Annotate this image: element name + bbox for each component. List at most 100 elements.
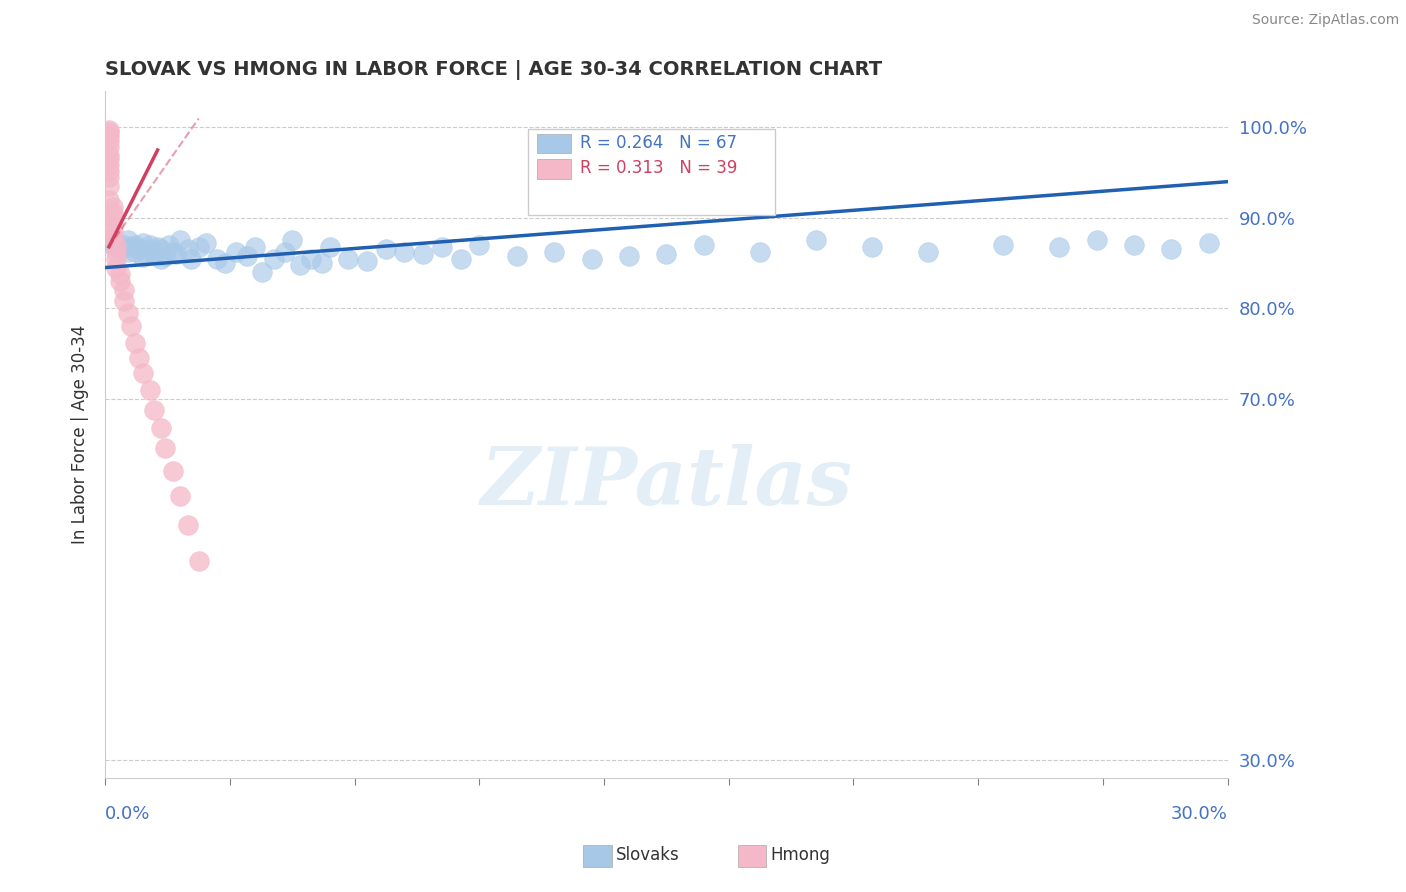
Point [299,252,322,266]
Point [1160,243,1182,257]
Point [225,245,247,260]
Point [131,367,153,381]
Text: 0.0%: 0.0% [105,805,150,823]
Point [374,243,396,257]
Point [101,238,124,252]
Point [124,245,146,260]
Point [97,164,120,178]
FancyBboxPatch shape [537,134,571,153]
Point [150,243,173,257]
Point [128,243,150,257]
Point [165,247,187,261]
Point [97,125,120,139]
Text: R = 0.313   N = 39: R = 0.313 N = 39 [579,159,737,177]
Point [105,260,128,275]
Point [214,256,236,270]
Point [105,240,128,254]
Point [655,247,678,261]
Text: Slovaks: Slovaks [616,847,679,864]
Point [101,206,124,220]
Point [117,245,139,260]
Point [1085,234,1108,248]
Point [1047,240,1070,254]
Point [112,283,135,297]
Point [288,258,311,272]
FancyBboxPatch shape [537,160,571,178]
Point [142,402,165,417]
Point [394,245,416,260]
Point [195,236,218,251]
Point [120,240,142,254]
Point [157,238,180,252]
Point [124,238,146,252]
Point [176,243,198,257]
Point [450,252,472,266]
Point [97,152,120,166]
Point [281,234,304,248]
Point [97,170,120,185]
Point [311,256,333,270]
Y-axis label: In Labor Force | Age 30-34: In Labor Force | Age 30-34 [72,326,89,544]
Point [617,249,640,263]
Text: SLOVAK VS HMONG IN LABOR FORCE | AGE 30-34 CORRELATION CHART: SLOVAK VS HMONG IN LABOR FORCE | AGE 30-… [105,60,883,79]
Point [153,249,176,263]
Point [506,249,529,263]
Point [97,158,120,172]
Point [318,240,340,254]
Point [991,238,1014,252]
Point [337,252,360,266]
Point [236,249,259,263]
Point [693,238,716,252]
Point [101,211,124,225]
Point [97,179,120,194]
Point [135,247,157,261]
Point [207,252,229,266]
Point [120,319,142,334]
Point [142,247,165,261]
Point [101,224,124,238]
Point [97,147,120,161]
Point [187,554,209,568]
Point [139,238,162,252]
Bar [738,845,766,867]
Text: Source: ZipAtlas.com: Source: ZipAtlas.com [1251,13,1399,28]
Point [112,238,135,252]
Point [97,129,120,144]
Point [150,420,173,434]
Point [97,234,120,248]
Point [1198,236,1220,251]
Point [108,274,131,288]
Point [139,243,162,257]
Point [917,245,939,260]
Point [117,306,139,320]
Point [180,252,202,266]
Point [105,236,128,251]
Point [252,265,274,279]
Point [356,254,378,268]
Point [176,518,198,533]
Point [105,238,128,252]
Point [131,236,153,251]
Point [139,383,162,397]
Point [468,238,491,252]
Point [105,252,128,266]
Point [97,123,120,137]
Point [150,252,173,266]
Point [108,243,131,257]
Point [581,252,603,266]
Point [748,245,770,260]
Point [860,240,883,254]
Point [162,245,184,260]
Point [101,231,124,245]
Point [146,240,169,254]
Point [430,240,453,254]
Point [101,200,124,214]
Point [97,134,120,148]
Text: R = 0.264   N = 67: R = 0.264 N = 67 [579,134,737,152]
Point [105,245,128,260]
Text: Hmong: Hmong [770,847,831,864]
Point [169,234,191,248]
Point [97,193,120,207]
Point [162,464,184,478]
Point [187,240,209,254]
